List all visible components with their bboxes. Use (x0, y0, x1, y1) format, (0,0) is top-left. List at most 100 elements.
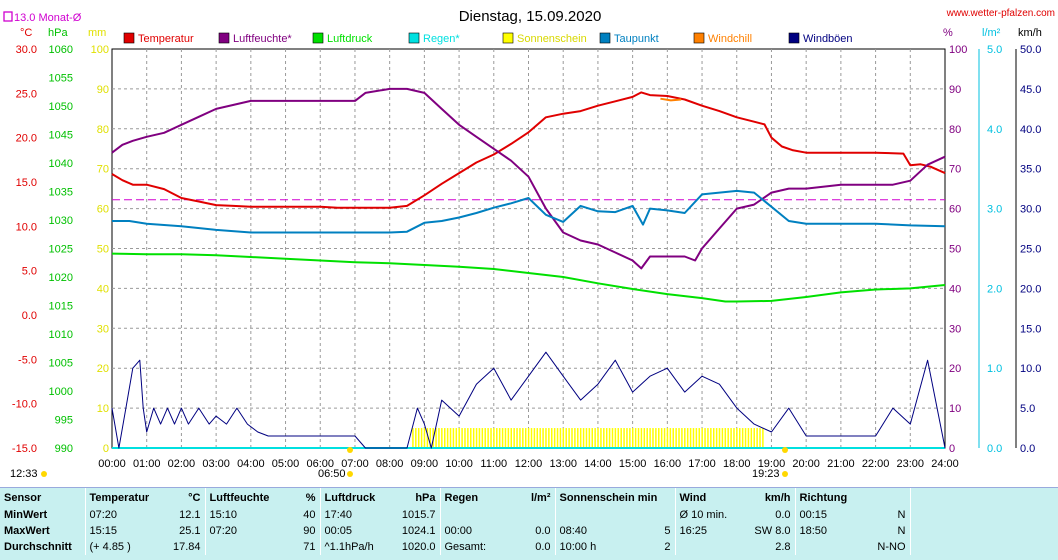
rain-axis-tick-label: 1.0 (987, 363, 1002, 375)
wind-axis-tick-label: 40.0 (1020, 124, 1041, 136)
legend-label: Windböen (803, 33, 853, 45)
pressure-axis-tick-label: 1005 (49, 358, 73, 370)
mm-axis-tick-label: 90 (97, 84, 109, 96)
legend-label: Sonnenschein (517, 33, 587, 45)
legend-swatch (693, 32, 705, 44)
row-label: MaxWert (4, 525, 50, 537)
wind-time (674, 539, 750, 555)
dir-time: 18:50 (794, 523, 840, 539)
dir-val: N-NO (877, 541, 906, 553)
x-tick-label: 16:00 (654, 458, 682, 470)
temp-time: 07:20 (84, 507, 165, 523)
wind-axis-tick-label: 15.0 (1020, 323, 1041, 335)
x-tick-label: 19:00 (758, 458, 786, 470)
legend-label: Taupunkt (614, 33, 659, 45)
wind-time: Ø 10 min. (674, 507, 750, 523)
sun-val: 2 (664, 541, 671, 553)
legend-label: Temperatur (138, 33, 194, 45)
percent-axis-tick-label: 100 (949, 44, 967, 56)
stats-header-row: Sensor Temperatur °C Luftfeuchte % Luftd… (0, 488, 1058, 507)
hdr-luftdruck: Luftdruck (319, 488, 390, 507)
unit-wind: km/h (1018, 27, 1042, 39)
pressure-axis-tick-label: 1020 (49, 272, 73, 284)
chart-series (111, 87, 946, 449)
chart-title: Dienstag, 15.09.2020 (459, 8, 602, 25)
sunset-marker-icon (782, 471, 788, 477)
x-tick-label: 13:00 (549, 458, 577, 470)
mm-axis-tick-label: 10 (97, 403, 109, 415)
pres-val: 1020.0 (401, 541, 436, 553)
wind-val: 2.8 (775, 541, 791, 553)
statistics-panel: Sensor Temperatur °C Luftfeuchte % Luftd… (0, 487, 1058, 560)
sun-time: 08:40 (554, 523, 640, 539)
stats-row-avg: Durchschnitt (+ 4.85 ) 17.84 71 ^1.1hPa/… (0, 539, 1058, 555)
legend-label: Windchill (708, 33, 752, 45)
percent-axis-tick-label: 50 (949, 244, 961, 256)
mm-axis-tick-label: 0 (103, 443, 109, 455)
sunset-sun-icon (782, 447, 788, 453)
sunshine-bars (412, 428, 764, 448)
temp-time: 15:15 (84, 523, 165, 539)
mm-axis-tick-label: 40 (97, 283, 109, 295)
temp-axis-tick-label: -15.0 (12, 443, 37, 455)
monat-avg-marker-icon (3, 11, 13, 22)
legend-swatch (312, 32, 324, 44)
pressure-axis-tick-label: 1050 (49, 101, 73, 113)
percent-axis-tick-label: 80 (949, 124, 961, 136)
hdr-pres-unit: hPa (415, 491, 436, 504)
x-tick-label: 20:00 (792, 458, 820, 470)
x-tick-label: 18:00 (723, 458, 751, 470)
pressure-axis-tick-label: 1025 (49, 244, 73, 256)
site-link[interactable]: www.wetter-pfalzen.com (946, 8, 1055, 19)
hdr-regen: Regen (439, 488, 510, 507)
rain-time (439, 507, 510, 523)
hdr-hum-unit: % (305, 491, 316, 504)
temp-axis-tick-label: -5.0 (18, 354, 37, 366)
wind-val: 0.0 (775, 509, 791, 521)
series-line-windchill (660, 97, 682, 102)
x-tick-label: 12:00 (515, 458, 543, 470)
series-line-taupunkt (112, 189, 946, 234)
rain-val (510, 507, 555, 523)
dir-time: 00:15 (794, 507, 840, 523)
weather-chart: 30.0 25.0 20.0 15.0 10.0 5.0 0.0 -5.0 -10.0 -15.0… (3, 8, 1055, 480)
hum-time: 15:10 (204, 507, 285, 523)
mm-axis-tick-label: 70 (97, 164, 109, 176)
x-tick-label: 04:00 (237, 458, 265, 470)
hdr-wind: Wind (674, 488, 750, 507)
current-time-label: 12:33 (10, 468, 38, 480)
pressure-axis-tick-label: 1055 (49, 73, 73, 85)
series-line-luftdruck (111, 252, 946, 303)
pressure-axis-tick-label: 1015 (49, 301, 73, 313)
temp-val: 25.1 (179, 525, 201, 537)
x-tick-label: 21:00 (827, 458, 855, 470)
x-tick-label: 11:00 (480, 458, 507, 470)
x-tick-label: 23:00 (897, 458, 925, 470)
series-line-temperatur (111, 91, 946, 209)
rain-axis-tick-label: 2.0 (987, 283, 1002, 295)
wind-val: SW 8.0 (754, 525, 791, 537)
legend-swatch (408, 32, 420, 44)
percent-axis-tick-label: 70 (949, 164, 961, 176)
percent-axis-tick-label: 90 (949, 84, 961, 96)
legend-swatch (788, 32, 800, 44)
wind-axis-tick-label: 10.0 (1020, 363, 1041, 375)
sun-val (640, 507, 675, 523)
mm-axis-tick-label: 30 (97, 323, 109, 335)
x-tick-label: 24:00 (931, 458, 959, 470)
legend-label: Luftfeuchte* (233, 33, 292, 45)
rain-time: 00:00 (439, 523, 510, 539)
temp-val: 17.84 (172, 541, 201, 553)
sunrise-marker-icon (347, 471, 353, 477)
x-tick-label: 02:00 (168, 458, 196, 470)
pressure-axis-tick-label: 1010 (49, 329, 73, 341)
x-tick-label: 07:00 (341, 458, 369, 470)
mm-axis-tick-label: 60 (97, 204, 109, 216)
pres-time: 00:05 (319, 523, 390, 539)
pressure-axis-tick-label: 1030 (49, 215, 73, 227)
unit-mm: mm (88, 27, 106, 39)
mm-axis-tick-label: 50 (97, 244, 109, 256)
x-tick-label: 03:00 (202, 458, 230, 470)
legend-swatch (502, 32, 514, 44)
hdr-sensor: Sensor (4, 491, 42, 504)
